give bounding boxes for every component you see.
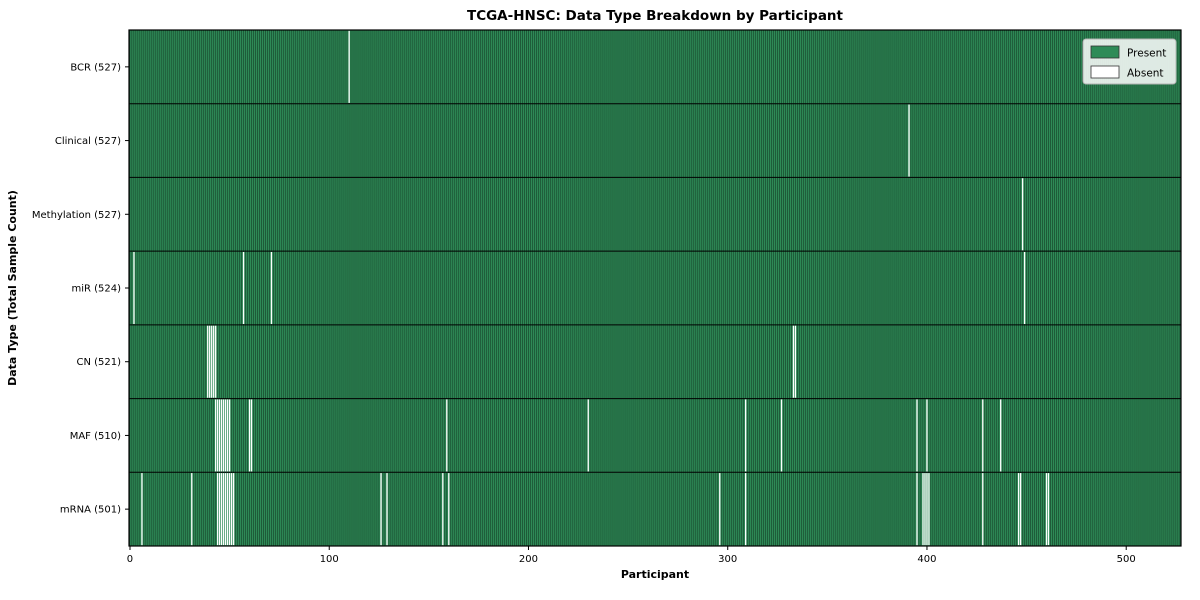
absent-mark: [217, 399, 219, 472]
absent-mark: [242, 251, 245, 325]
absent-mark: [924, 473, 926, 546]
absent-mark: [380, 473, 382, 546]
row-label: MAF (510): [70, 431, 121, 442]
absent-mark: [1019, 473, 1022, 546]
absent-mark: [1021, 178, 1024, 251]
x-tick-label: 100: [320, 554, 339, 565]
absent-mark: [226, 399, 229, 472]
legend-swatch-absent: [1090, 65, 1120, 79]
absent-mark: [211, 325, 213, 398]
absent-mark: [221, 399, 223, 472]
absent-mark: [213, 325, 215, 398]
x-tick-label: 300: [718, 554, 737, 565]
absent-mark: [228, 473, 231, 546]
legend-swatch-present: [1090, 45, 1120, 59]
absent-mark: [916, 399, 918, 472]
absent-mark: [250, 399, 253, 472]
absent-mark: [230, 473, 233, 546]
absent-mark: [215, 399, 217, 472]
absent-mark: [719, 473, 721, 546]
x-tick-label: 500: [1117, 554, 1136, 565]
row-label: mRNA (501): [60, 505, 121, 516]
x-tick-label: 400: [917, 554, 936, 565]
absent-mark: [794, 325, 797, 398]
chart-title: TCGA-HNSC: Data Type Breakdown by Partic…: [466, 8, 843, 24]
row-label: BCR (527): [70, 62, 121, 73]
absent-mark: [270, 251, 273, 325]
absent-mark: [922, 473, 924, 546]
x-tick-label: 0: [127, 554, 133, 565]
xaxis-title: Participant: [621, 568, 689, 581]
absent-mark: [745, 473, 747, 546]
absent-mark: [224, 473, 227, 546]
absent-mark: [222, 473, 225, 546]
absent-mark: [982, 399, 984, 472]
absent-mark: [219, 399, 221, 472]
absent-mark: [982, 473, 984, 546]
absent-mark: [1047, 473, 1050, 546]
absent-mark: [222, 399, 225, 472]
absent-mark: [926, 399, 928, 472]
absent-mark: [448, 473, 450, 546]
absent-mark: [209, 325, 211, 398]
absent-mark: [232, 473, 235, 546]
x-tick-label: 200: [519, 554, 538, 565]
absent-mark: [928, 473, 930, 546]
absent-mark: [224, 399, 227, 472]
absent-mark: [207, 325, 209, 398]
absent-mark: [133, 251, 135, 325]
absent-mark: [219, 473, 221, 546]
absent-mark: [1045, 473, 1048, 546]
row-label: Methylation (527): [32, 210, 121, 221]
row-label: miR (524): [71, 284, 121, 295]
legend-label: Present: [1127, 48, 1166, 60]
absent-mark: [226, 473, 229, 546]
absent-mark: [141, 473, 143, 546]
absent-mark: [745, 399, 747, 472]
absent-mark: [780, 399, 783, 472]
absent-mark: [587, 399, 589, 472]
absent-mark: [926, 473, 928, 546]
absent-mark: [908, 104, 910, 177]
legend: Present Absent: [1082, 38, 1177, 85]
absent-mark: [916, 473, 918, 546]
absent-mark: [215, 325, 217, 398]
row-label: CN (521): [76, 357, 121, 368]
absent-mark: [1000, 399, 1002, 472]
absent-mark: [228, 399, 231, 472]
absent-mark: [221, 473, 223, 546]
absent-mark: [191, 473, 193, 546]
absent-mark: [1017, 473, 1020, 546]
yaxis-title: Data Type (Total Sample Count): [6, 190, 19, 386]
absent-mark: [1023, 251, 1026, 325]
absent-mark: [792, 325, 795, 398]
bar-edges-overlay: [129, 30, 1181, 546]
absent-mark: [217, 473, 219, 546]
absent-mark: [348, 30, 350, 103]
legend-label: Absent: [1127, 68, 1164, 80]
absent-mark: [386, 473, 388, 546]
absent-mark: [446, 399, 448, 472]
row-label: Clinical (527): [55, 136, 121, 147]
absent-mark: [442, 473, 444, 546]
absent-mark: [248, 399, 251, 472]
